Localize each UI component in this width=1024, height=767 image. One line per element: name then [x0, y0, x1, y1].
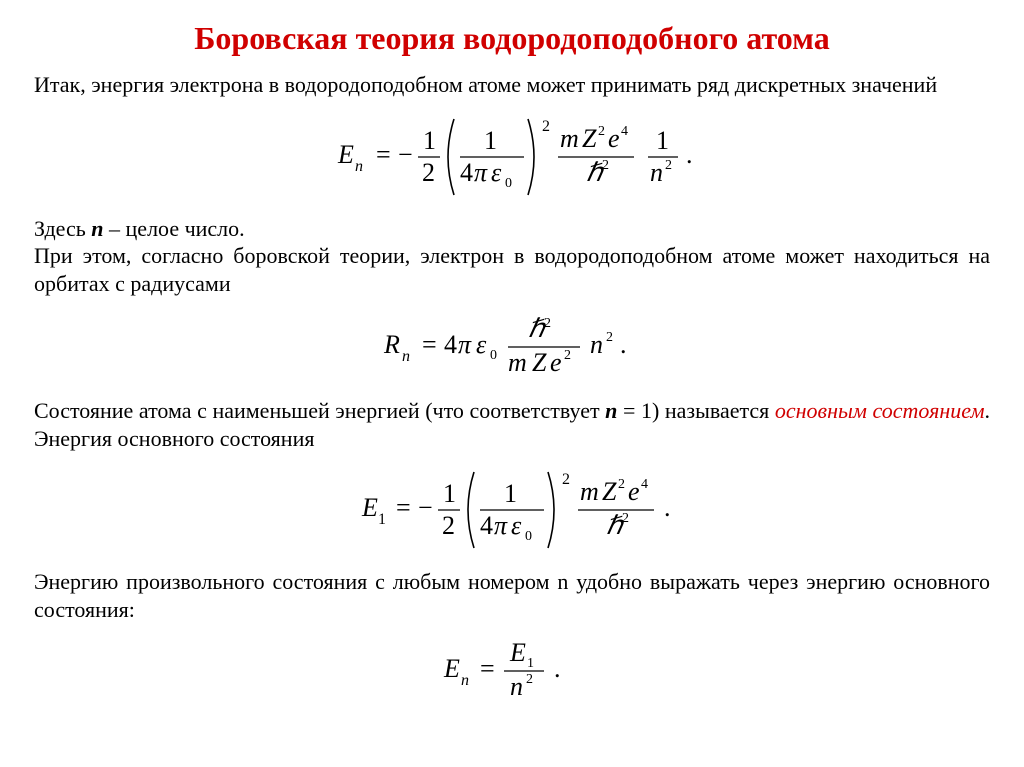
svg-text:2: 2 [542, 118, 550, 135]
svg-text:.: . [686, 140, 693, 169]
svg-text:−: − [398, 140, 413, 169]
svg-text:1: 1 [378, 511, 386, 528]
svg-text:−: − [418, 493, 433, 522]
svg-text:2: 2 [442, 511, 455, 540]
svg-text:2: 2 [622, 511, 629, 526]
svg-text:π: π [494, 511, 508, 540]
svg-text:2: 2 [562, 471, 570, 488]
svg-text:4: 4 [621, 124, 628, 139]
svg-text:ε: ε [476, 330, 487, 359]
paragraph-3: При этом, согласно боровской теории, эле… [34, 242, 990, 297]
paragraph-2: Здесь n – целое число. [34, 215, 990, 243]
svg-text:2: 2 [564, 348, 571, 363]
svg-text:n: n [650, 158, 663, 187]
term-ground-state: основным состоянием [775, 398, 985, 423]
svg-text:n: n [590, 330, 603, 359]
svg-text:E: E [361, 493, 378, 522]
equation-Rn: Rn = 4 π ε 0 ℏ 2 mZe 2 n 2 . [34, 307, 990, 385]
svg-text:.: . [554, 654, 561, 683]
paragraph-4: Состояние атома с наименьшей энергией (ч… [34, 397, 990, 452]
text: – целое число. [104, 216, 245, 241]
svg-text:n: n [402, 348, 410, 365]
svg-text:π: π [458, 330, 472, 359]
equation-En: En = − 1 2 1 4 π ε 0 2 mZ 2 e 4 ℏ 2 1 n … [34, 109, 990, 203]
svg-text:4: 4 [641, 477, 648, 492]
text: Состояние атома с наименьшей энергией (ч… [34, 398, 605, 423]
svg-text:e: e [608, 124, 620, 153]
svg-text:Z: Z [582, 124, 597, 153]
paragraph-5: Энергию произвольного состояния с любым … [34, 568, 990, 623]
svg-text:2: 2 [665, 158, 672, 173]
text: Здесь [34, 216, 91, 241]
svg-text:R: R [383, 330, 400, 359]
svg-text:m: m [508, 348, 527, 377]
svg-text:E: E [443, 654, 460, 683]
svg-text:2: 2 [602, 158, 609, 173]
svg-text:2: 2 [598, 124, 605, 139]
svg-text:=: = [376, 140, 391, 169]
svg-text:4: 4 [480, 511, 493, 540]
svg-text:2: 2 [544, 316, 551, 331]
svg-text:.: . [620, 330, 627, 359]
svg-text:4: 4 [460, 158, 473, 187]
svg-text:.: . [664, 493, 671, 522]
svg-text:E: E [337, 140, 354, 169]
svg-text:1: 1 [504, 479, 517, 508]
svg-text:2: 2 [422, 158, 435, 187]
svg-text:4: 4 [444, 330, 457, 359]
page-title: Боровская теория водородоподобного атома [34, 20, 990, 57]
equation-En-via-E1: En = E1 n2 . [34, 633, 990, 707]
svg-text:1: 1 [443, 479, 456, 508]
svg-text:1: 1 [656, 126, 669, 155]
svg-text:ε: ε [491, 158, 502, 187]
svg-text:=: = [480, 654, 495, 683]
svg-text:0: 0 [490, 348, 497, 363]
svg-text:=: = [422, 330, 437, 359]
svg-text:1: 1 [484, 126, 497, 155]
svg-text:Z: Z [602, 477, 617, 506]
svg-text:1: 1 [423, 126, 436, 155]
svg-text:π: π [474, 158, 488, 187]
svg-text:m: m [580, 477, 599, 506]
svg-text:1: 1 [527, 656, 534, 671]
svg-text:2: 2 [606, 330, 613, 345]
svg-text:n: n [355, 158, 363, 175]
var-n: n [91, 216, 103, 241]
svg-text:m: m [560, 124, 579, 153]
svg-text:n: n [461, 672, 469, 689]
equation-E1: E1 = − 1 2 1 4 π ε 0 2 mZ 2 e 4 ℏ 2 . [34, 462, 990, 556]
svg-text:0: 0 [525, 529, 532, 544]
svg-text:Z: Z [532, 348, 547, 377]
svg-text:2: 2 [618, 477, 625, 492]
svg-text:n: n [510, 672, 523, 701]
svg-text:ε: ε [511, 511, 522, 540]
svg-text:e: e [550, 348, 562, 377]
var-n: n [605, 398, 617, 423]
svg-text:E: E [509, 638, 526, 667]
paragraph-1: Итак, энергия электрона в водородоподобн… [34, 71, 990, 99]
svg-text:=: = [396, 493, 411, 522]
svg-text:0: 0 [505, 176, 512, 191]
svg-text:e: e [628, 477, 640, 506]
svg-text:2: 2 [526, 672, 533, 687]
text: = 1) называется [617, 398, 774, 423]
